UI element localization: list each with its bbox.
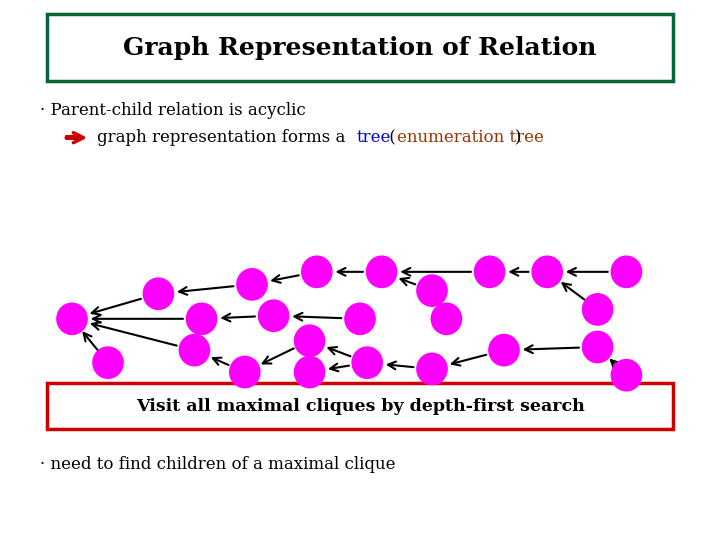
Ellipse shape [302, 256, 332, 287]
Ellipse shape [611, 256, 642, 287]
Text: Graph Representation of Relation: Graph Representation of Relation [123, 36, 597, 59]
Ellipse shape [143, 278, 174, 309]
Ellipse shape [582, 294, 613, 325]
Text: tree: tree [356, 129, 391, 146]
Ellipse shape [57, 303, 87, 334]
Text: ): ) [515, 129, 521, 146]
Ellipse shape [93, 347, 123, 379]
FancyBboxPatch shape [47, 383, 673, 429]
Ellipse shape [532, 256, 562, 287]
Ellipse shape [352, 347, 382, 379]
Text: Visit all maximal cliques by depth-first search: Visit all maximal cliques by depth-first… [135, 397, 585, 415]
Ellipse shape [366, 256, 397, 287]
Text: graph representation forms a: graph representation forms a [97, 129, 351, 146]
Text: ➡: ➡ [63, 127, 82, 148]
Ellipse shape [582, 332, 613, 363]
Ellipse shape [431, 303, 462, 334]
Ellipse shape [489, 334, 519, 366]
FancyBboxPatch shape [47, 14, 673, 81]
Text: (: ( [384, 129, 395, 146]
Text: · need to find children of a maximal clique: · need to find children of a maximal cli… [40, 456, 395, 473]
Ellipse shape [294, 356, 325, 388]
Ellipse shape [294, 325, 325, 356]
Ellipse shape [230, 356, 260, 388]
Ellipse shape [345, 303, 375, 334]
Ellipse shape [611, 360, 642, 391]
Ellipse shape [417, 353, 447, 384]
Ellipse shape [417, 275, 447, 306]
Ellipse shape [186, 303, 217, 334]
Ellipse shape [237, 269, 267, 300]
Ellipse shape [258, 300, 289, 332]
Text: enumeration tree: enumeration tree [397, 129, 544, 146]
Ellipse shape [179, 334, 210, 366]
Text: · Parent-child relation is acyclic: · Parent-child relation is acyclic [40, 102, 305, 119]
Ellipse shape [474, 256, 505, 287]
